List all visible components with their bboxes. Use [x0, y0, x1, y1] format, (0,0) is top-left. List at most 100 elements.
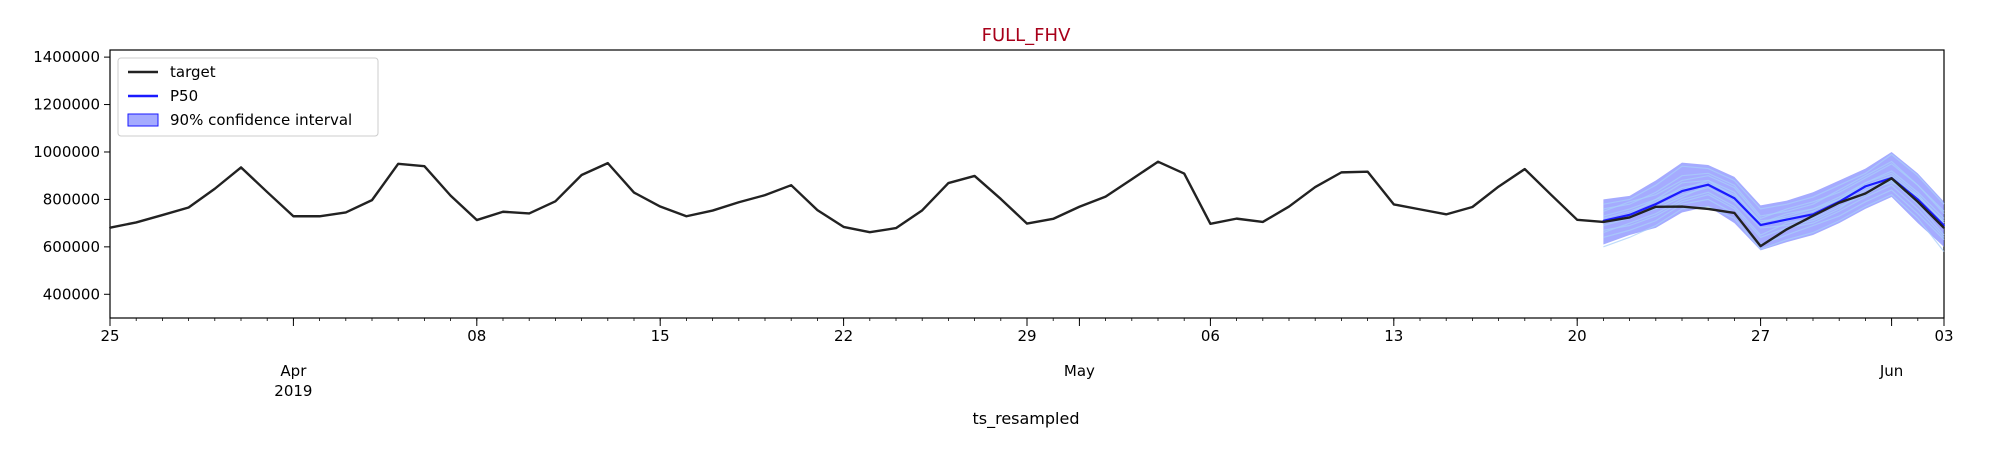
- target-series-point: [371, 199, 373, 202]
- target-series-point: [1209, 222, 1212, 225]
- legend-p50-label: P50: [170, 87, 198, 105]
- target-series-point: [1681, 205, 1683, 208]
- target-series-point: [999, 198, 1002, 200]
- target-series-point: [842, 226, 845, 228]
- target-series-point: [816, 209, 819, 211]
- target-series-point: [423, 165, 426, 168]
- target-series-point: [895, 227, 897, 230]
- sample-path-2: [1603, 182, 1945, 229]
- plot-area: [109, 49, 1945, 319]
- target-series-point: [449, 194, 452, 197]
- p50-series-point: [1733, 197, 1736, 200]
- x-month-label: Jun: [1879, 362, 1903, 380]
- target-series-point: [1523, 168, 1526, 170]
- target-series-point: [109, 226, 111, 229]
- target-series-point: [1628, 216, 1631, 219]
- confidence-band-layer: [1603, 151, 1944, 251]
- p50-series-point: [1785, 218, 1788, 221]
- target-series-point: [1052, 217, 1055, 220]
- y-tick-label: 800000: [43, 190, 100, 208]
- target-series-point: [1733, 212, 1736, 214]
- target-series-point: [659, 205, 662, 208]
- target-series-point: [1576, 218, 1579, 221]
- target-series-point: [1602, 221, 1605, 223]
- series-layer: [109, 160, 1945, 248]
- legend-target-label: target: [170, 63, 216, 81]
- target-series-point: [161, 214, 164, 216]
- sample-path-6: [1603, 193, 1945, 252]
- target-series-point: [1366, 170, 1369, 173]
- confidence-band: [1603, 151, 1944, 251]
- p50-series-point: [1654, 203, 1657, 206]
- target-series-point: [554, 200, 557, 203]
- y-tick-label: 1200000: [33, 96, 100, 114]
- chart-title: FULL_FHV: [982, 25, 1071, 46]
- target-series-point: [1392, 203, 1395, 206]
- p50-series-point: [1681, 190, 1683, 193]
- target-series-point: [580, 174, 583, 176]
- sample-path-9: [1603, 163, 1945, 220]
- x-tick-label: 13: [1384, 327, 1403, 345]
- y-tick-label: 600000: [43, 238, 100, 256]
- x-month-label: May: [1064, 362, 1095, 380]
- target-series-point: [737, 201, 740, 204]
- target-series-point: [1314, 186, 1317, 188]
- p50-series-point: [1864, 185, 1867, 188]
- target-series-point: [1812, 214, 1814, 217]
- p50-series-point: [1759, 224, 1762, 226]
- target-series-point: [266, 191, 269, 193]
- target-series-point: [1183, 172, 1186, 175]
- target-series-point: [790, 184, 793, 187]
- x-tick-label: 20: [1568, 327, 1587, 345]
- sample-path-3: [1603, 170, 1945, 224]
- x-month-label: Apr: [280, 362, 307, 380]
- target-series-point: [1261, 221, 1264, 223]
- x-tick-label: 27: [1751, 327, 1770, 345]
- target-series-point: [868, 231, 871, 234]
- target-series-point: [1471, 206, 1474, 208]
- target-series-point: [1838, 201, 1841, 204]
- target-series-point: [1785, 228, 1788, 231]
- x-tick-label: 25: [100, 327, 119, 345]
- x-axis: 25 08 15 22 29 06 13 20 27 03 Apr 2019 May Jun: [100, 318, 1954, 400]
- target-series-point: [1497, 185, 1500, 188]
- target-series-point: [397, 162, 400, 165]
- target-series-point: [1288, 205, 1290, 208]
- target-series-point: [240, 166, 242, 169]
- legend-box: [117, 57, 379, 137]
- target-series-point: [711, 209, 714, 212]
- x-axis-label: ts_resampled: [972, 409, 1079, 429]
- target-series-point: [606, 162, 609, 165]
- p50-series-point: [1628, 213, 1631, 216]
- target-series-point: [685, 215, 688, 218]
- target-series-point: [1419, 208, 1421, 211]
- target-series-point: [344, 211, 347, 214]
- legend-band-swatch: [127, 113, 159, 127]
- sample-path-10: [1603, 184, 1945, 239]
- target-series-point: [1550, 193, 1552, 196]
- p50-series-point: [1707, 183, 1710, 186]
- target-series-point: [318, 215, 321, 218]
- target-series-point: [764, 194, 766, 197]
- x-tick-label: 03: [1934, 327, 1953, 345]
- legend-band-label: 90% confidence interval: [170, 111, 352, 129]
- sample-path-5: [1603, 153, 1945, 210]
- target-series-point: [1235, 217, 1238, 220]
- target-series-point: [1104, 195, 1107, 198]
- target-series-point: [502, 210, 504, 213]
- target-series-point: [1340, 171, 1343, 174]
- target-series-point: [1130, 178, 1133, 181]
- target-series-point: [633, 191, 635, 194]
- target-series-point: [292, 215, 295, 218]
- sample-path-11: [1603, 172, 1945, 224]
- legend: target P50 90% confidence interval: [117, 57, 379, 137]
- x-year-label: 2019: [274, 382, 312, 400]
- target-series-point: [1445, 213, 1448, 216]
- x-tick-label: 15: [651, 327, 670, 345]
- target-series-point: [1943, 226, 1945, 229]
- target-series-point: [187, 206, 190, 209]
- y-tick-label: 1000000: [33, 143, 100, 161]
- target-series-point: [1026, 222, 1028, 225]
- target-series-point: [973, 175, 976, 177]
